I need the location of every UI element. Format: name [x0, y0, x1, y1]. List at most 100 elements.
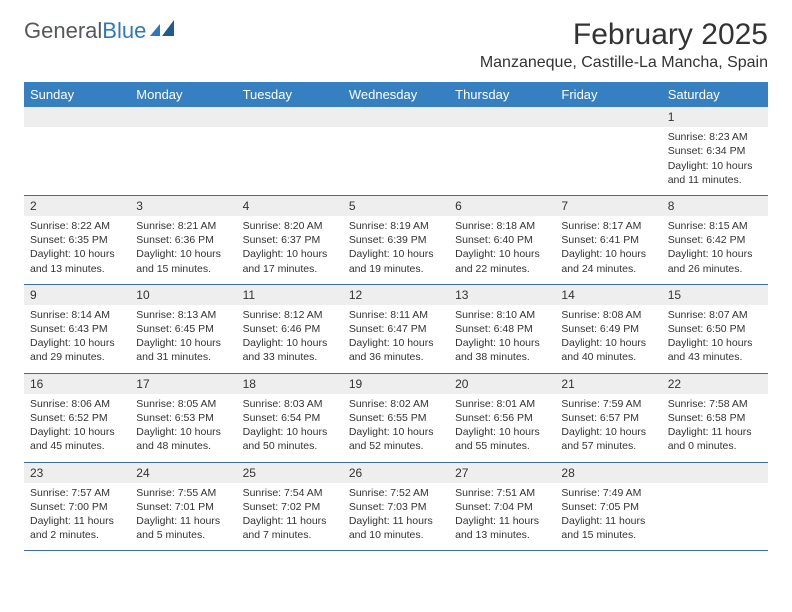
daylight-line: Daylight: 10 hours and 33 minutes.: [243, 336, 337, 364]
calendar-day-cell: 6Sunrise: 8:18 AMSunset: 6:40 PMDaylight…: [449, 195, 555, 284]
calendar-day-cell: 19Sunrise: 8:02 AMSunset: 6:55 PMDayligh…: [343, 373, 449, 462]
day-content: [130, 127, 236, 189]
daylight-line: Daylight: 11 hours and 2 minutes.: [30, 514, 124, 542]
calendar-day-cell: 12Sunrise: 8:11 AMSunset: 6:47 PMDayligh…: [343, 284, 449, 373]
day-content: Sunrise: 8:15 AMSunset: 6:42 PMDaylight:…: [662, 216, 768, 284]
logo: GeneralBlue: [24, 18, 176, 44]
daylight-line: Daylight: 10 hours and 29 minutes.: [30, 336, 124, 364]
day-content: Sunrise: 8:01 AMSunset: 6:56 PMDaylight:…: [449, 394, 555, 462]
logo-text-general: General: [24, 18, 102, 44]
day-content: [237, 127, 343, 189]
daylight-line: Daylight: 10 hours and 48 minutes.: [136, 425, 230, 453]
daylight-line: Daylight: 10 hours and 22 minutes.: [455, 247, 549, 275]
day-number: 11: [237, 285, 343, 305]
daylight-line: Daylight: 10 hours and 52 minutes.: [349, 425, 443, 453]
daylight-line: Daylight: 11 hours and 5 minutes.: [136, 514, 230, 542]
day-content: [662, 483, 768, 545]
day-number: 18: [237, 374, 343, 394]
day-number: 7: [555, 196, 661, 216]
calendar-day-cell: 28Sunrise: 7:49 AMSunset: 7:05 PMDayligh…: [555, 462, 661, 551]
sunset-line: Sunset: 6:40 PM: [455, 233, 549, 247]
day-content: Sunrise: 8:20 AMSunset: 6:37 PMDaylight:…: [237, 216, 343, 284]
day-content: Sunrise: 8:07 AMSunset: 6:50 PMDaylight:…: [662, 305, 768, 373]
daylight-line: Daylight: 11 hours and 0 minutes.: [668, 425, 762, 453]
sunset-line: Sunset: 7:02 PM: [243, 500, 337, 514]
daylight-line: Daylight: 10 hours and 55 minutes.: [455, 425, 549, 453]
sunset-line: Sunset: 7:00 PM: [30, 500, 124, 514]
sunset-line: Sunset: 6:54 PM: [243, 411, 337, 425]
day-header: Monday: [130, 82, 236, 107]
sunrise-line: Sunrise: 7:57 AM: [30, 486, 124, 500]
day-header: Thursday: [449, 82, 555, 107]
day-header: Friday: [555, 82, 661, 107]
day-content: Sunrise: 8:08 AMSunset: 6:49 PMDaylight:…: [555, 305, 661, 373]
day-content: Sunrise: 8:02 AMSunset: 6:55 PMDaylight:…: [343, 394, 449, 462]
day-content: Sunrise: 8:17 AMSunset: 6:41 PMDaylight:…: [555, 216, 661, 284]
calendar-day-cell: 21Sunrise: 7:59 AMSunset: 6:57 PMDayligh…: [555, 373, 661, 462]
daylight-line: Daylight: 10 hours and 19 minutes.: [349, 247, 443, 275]
sunrise-line: Sunrise: 8:22 AM: [30, 219, 124, 233]
sunrise-line: Sunrise: 8:23 AM: [668, 130, 762, 144]
sunset-line: Sunset: 6:58 PM: [668, 411, 762, 425]
sunrise-line: Sunrise: 8:05 AM: [136, 397, 230, 411]
calendar-day-cell: [343, 107, 449, 195]
day-header: Saturday: [662, 82, 768, 107]
sunset-line: Sunset: 6:46 PM: [243, 322, 337, 336]
calendar-day-cell: 15Sunrise: 8:07 AMSunset: 6:50 PMDayligh…: [662, 284, 768, 373]
day-number: 27: [449, 463, 555, 483]
daylight-line: Daylight: 10 hours and 57 minutes.: [561, 425, 655, 453]
calendar-day-cell: 1Sunrise: 8:23 AMSunset: 6:34 PMDaylight…: [662, 107, 768, 195]
sunrise-line: Sunrise: 8:03 AM: [243, 397, 337, 411]
sunset-line: Sunset: 6:42 PM: [668, 233, 762, 247]
daylight-line: Daylight: 10 hours and 43 minutes.: [668, 336, 762, 364]
daylight-line: Daylight: 10 hours and 36 minutes.: [349, 336, 443, 364]
day-content: Sunrise: 7:58 AMSunset: 6:58 PMDaylight:…: [662, 394, 768, 462]
calendar-day-cell: 9Sunrise: 8:14 AMSunset: 6:43 PMDaylight…: [24, 284, 130, 373]
day-content: Sunrise: 7:51 AMSunset: 7:04 PMDaylight:…: [449, 483, 555, 551]
sunrise-line: Sunrise: 8:12 AM: [243, 308, 337, 322]
sunset-line: Sunset: 6:43 PM: [30, 322, 124, 336]
sunset-line: Sunset: 6:36 PM: [136, 233, 230, 247]
daylight-line: Daylight: 10 hours and 26 minutes.: [668, 247, 762, 275]
sunset-line: Sunset: 7:03 PM: [349, 500, 443, 514]
day-number: 1: [662, 107, 768, 127]
sunrise-line: Sunrise: 8:11 AM: [349, 308, 443, 322]
day-number: 23: [24, 463, 130, 483]
day-content: [343, 127, 449, 189]
calendar-day-cell: 13Sunrise: 8:10 AMSunset: 6:48 PMDayligh…: [449, 284, 555, 373]
calendar-day-cell: 23 Sunrise: 7:57 AMSunset: 7:00 PMDayligh…: [24, 462, 130, 551]
calendar-head: SundayMondayTuesdayWednesdayThursdayFrid…: [24, 82, 768, 107]
daylight-line: Daylight: 10 hours and 17 minutes.: [243, 247, 337, 275]
day-number: 19: [343, 374, 449, 394]
day-number: [555, 107, 661, 127]
calendar-day-cell: 7Sunrise: 8:17 AMSunset: 6:41 PMDaylight…: [555, 195, 661, 284]
day-content: [555, 127, 661, 189]
calendar-week-row: 9Sunrise: 8:14 AMSunset: 6:43 PMDaylight…: [24, 284, 768, 373]
sunset-line: Sunset: 6:49 PM: [561, 322, 655, 336]
day-content: Sunrise: 8:06 AMSunset: 6:52 PMDaylight:…: [24, 394, 130, 462]
daylight-line: Daylight: 10 hours and 24 minutes.: [561, 247, 655, 275]
sunset-line: Sunset: 6:55 PM: [349, 411, 443, 425]
day-header: Wednesday: [343, 82, 449, 107]
sunrise-line: Sunrise: 7:49 AM: [561, 486, 655, 500]
day-number: 16: [24, 374, 130, 394]
month-title: February 2025: [480, 18, 768, 52]
day-number: 20: [449, 374, 555, 394]
sunset-line: Sunset: 6:35 PM: [30, 233, 124, 247]
page-header: GeneralBlue February 2025 Manzaneque, Ca…: [24, 18, 768, 72]
calendar-day-cell: 27Sunrise: 7:51 AMSunset: 7:04 PMDayligh…: [449, 462, 555, 551]
sunset-line: Sunset: 6:37 PM: [243, 233, 337, 247]
day-number: [449, 107, 555, 127]
sunset-line: Sunset: 6:53 PM: [136, 411, 230, 425]
sunrise-line: Sunrise: 8:17 AM: [561, 219, 655, 233]
day-content: Sunrise: 8:22 AMSunset: 6:35 PMDaylight:…: [24, 216, 130, 284]
calendar-day-cell: 16Sunrise: 8:06 AMSunset: 6:52 PMDayligh…: [24, 373, 130, 462]
logo-sails-icon: [150, 18, 176, 44]
day-content: Sunrise: 8:23 AMSunset: 6:34 PMDaylight:…: [662, 127, 768, 195]
calendar-day-cell: 2Sunrise: 8:22 AMSunset: 6:35 PMDaylight…: [24, 195, 130, 284]
sunset-line: Sunset: 6:52 PM: [30, 411, 124, 425]
day-number: 10: [130, 285, 236, 305]
day-number: 28: [555, 463, 661, 483]
calendar-day-cell: [449, 107, 555, 195]
calendar-day-cell: 24Sunrise: 7:55 AMSunset: 7:01 PMDayligh…: [130, 462, 236, 551]
